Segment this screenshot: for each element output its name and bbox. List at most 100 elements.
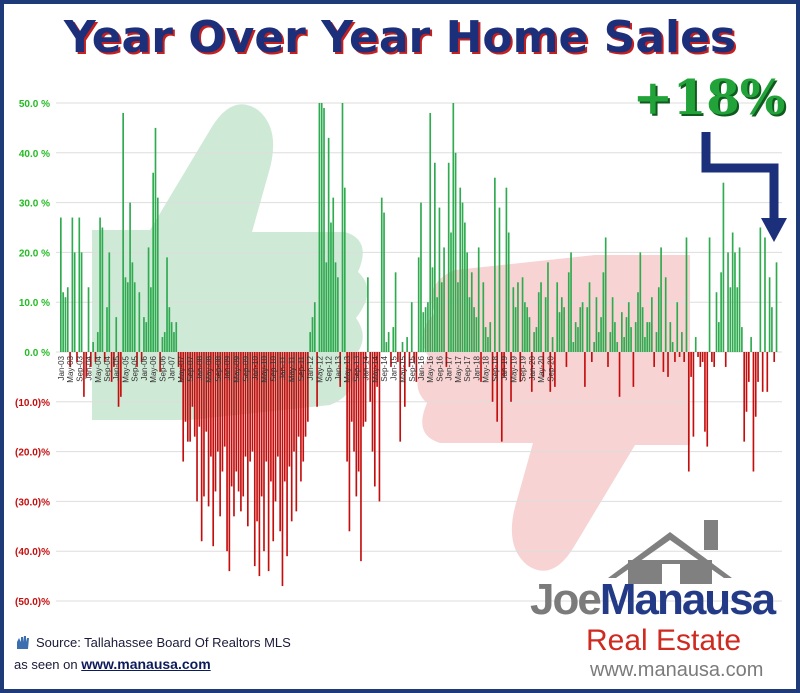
x-tick-label: May-11	[288, 355, 297, 382]
bar	[447, 162, 450, 352]
bar	[570, 252, 572, 352]
bar	[397, 352, 399, 362]
bar	[711, 352, 713, 362]
bar	[724, 352, 727, 367]
bar	[360, 352, 362, 562]
x-tick-label: Sep-12	[325, 355, 334, 381]
x-tick-label: Sep-13	[352, 355, 361, 381]
bar	[237, 352, 240, 492]
bar	[120, 352, 122, 397]
bar	[189, 352, 191, 442]
bar	[371, 352, 374, 452]
bar	[256, 352, 258, 522]
x-tick-label: May-16	[426, 355, 435, 382]
x-tick-label: Jan-20	[528, 355, 537, 380]
bar	[403, 352, 406, 407]
bar	[452, 103, 455, 352]
bar	[517, 282, 519, 352]
bar	[357, 352, 360, 472]
x-tick-label: May-17	[454, 355, 463, 382]
bar	[364, 352, 367, 422]
bar	[484, 327, 487, 352]
bar	[323, 107, 325, 352]
bar	[634, 322, 637, 352]
bar	[83, 352, 85, 397]
bar	[611, 297, 614, 352]
bar	[715, 292, 718, 352]
bar	[440, 282, 443, 352]
bar	[750, 337, 752, 352]
bar	[133, 282, 136, 352]
bar	[655, 332, 658, 352]
bar	[685, 237, 688, 352]
x-tick-label: Sep-15	[408, 355, 417, 381]
bar	[383, 212, 385, 352]
bar	[427, 302, 429, 352]
bar	[664, 277, 667, 352]
bar	[443, 247, 445, 352]
bar	[480, 352, 482, 382]
bar	[609, 332, 612, 352]
bar	[556, 282, 559, 352]
x-tick-label: May-15	[399, 355, 408, 382]
bar	[434, 162, 436, 352]
bar	[530, 352, 533, 392]
bar	[260, 352, 263, 497]
bar	[454, 152, 457, 352]
bar	[196, 352, 198, 502]
bar	[646, 322, 649, 352]
x-tick-label: Sep-06	[158, 355, 167, 381]
bar	[510, 352, 512, 402]
x-tick-label: May-09	[232, 355, 241, 382]
site-link[interactable]: www.manausa.com	[81, 656, 211, 672]
bar	[117, 352, 120, 407]
bar	[350, 352, 353, 422]
bar	[69, 352, 71, 367]
bar	[591, 352, 593, 362]
y-tick-label: (20.0)%	[15, 448, 50, 459]
bar	[332, 197, 335, 352]
hand-icon	[17, 636, 29, 649]
bar	[71, 217, 74, 352]
bar	[625, 317, 628, 352]
bar	[124, 277, 127, 352]
bar	[482, 282, 485, 352]
bar	[304, 352, 307, 437]
bar	[184, 352, 187, 422]
x-tick-label: Jan-16	[417, 355, 426, 380]
house-icon	[608, 520, 732, 584]
x-tick-label: May-19	[509, 355, 518, 382]
bar	[473, 307, 475, 352]
bar	[773, 352, 776, 362]
y-tick-label: (30.0)%	[15, 497, 50, 508]
bar	[92, 342, 94, 352]
bar	[353, 352, 355, 452]
bar	[362, 352, 365, 427]
bar	[346, 352, 348, 462]
bar	[500, 352, 503, 442]
bar	[138, 292, 141, 352]
bar	[498, 207, 501, 352]
bar	[717, 322, 720, 352]
x-tick-label: May-06	[149, 355, 158, 382]
x-tick-label: Sep-10	[269, 355, 278, 381]
bar	[373, 352, 376, 487]
bar	[708, 237, 711, 352]
bar	[761, 352, 764, 392]
bar	[191, 352, 194, 407]
bar	[392, 327, 395, 352]
bar	[334, 262, 337, 352]
x-tick-label: May-14	[371, 355, 380, 382]
y-tick-label: 50.0 %	[19, 99, 50, 110]
bar	[270, 352, 272, 482]
bar	[94, 352, 97, 362]
x-tick-label: Sep-03	[75, 355, 84, 381]
x-tick-label: Sep-19	[519, 355, 528, 381]
x-tick-label: Jan-03	[57, 355, 66, 380]
bar	[577, 327, 579, 352]
bar	[327, 137, 330, 352]
bar	[325, 262, 328, 352]
bar	[80, 252, 83, 352]
bar	[741, 327, 743, 352]
bar	[253, 352, 256, 567]
